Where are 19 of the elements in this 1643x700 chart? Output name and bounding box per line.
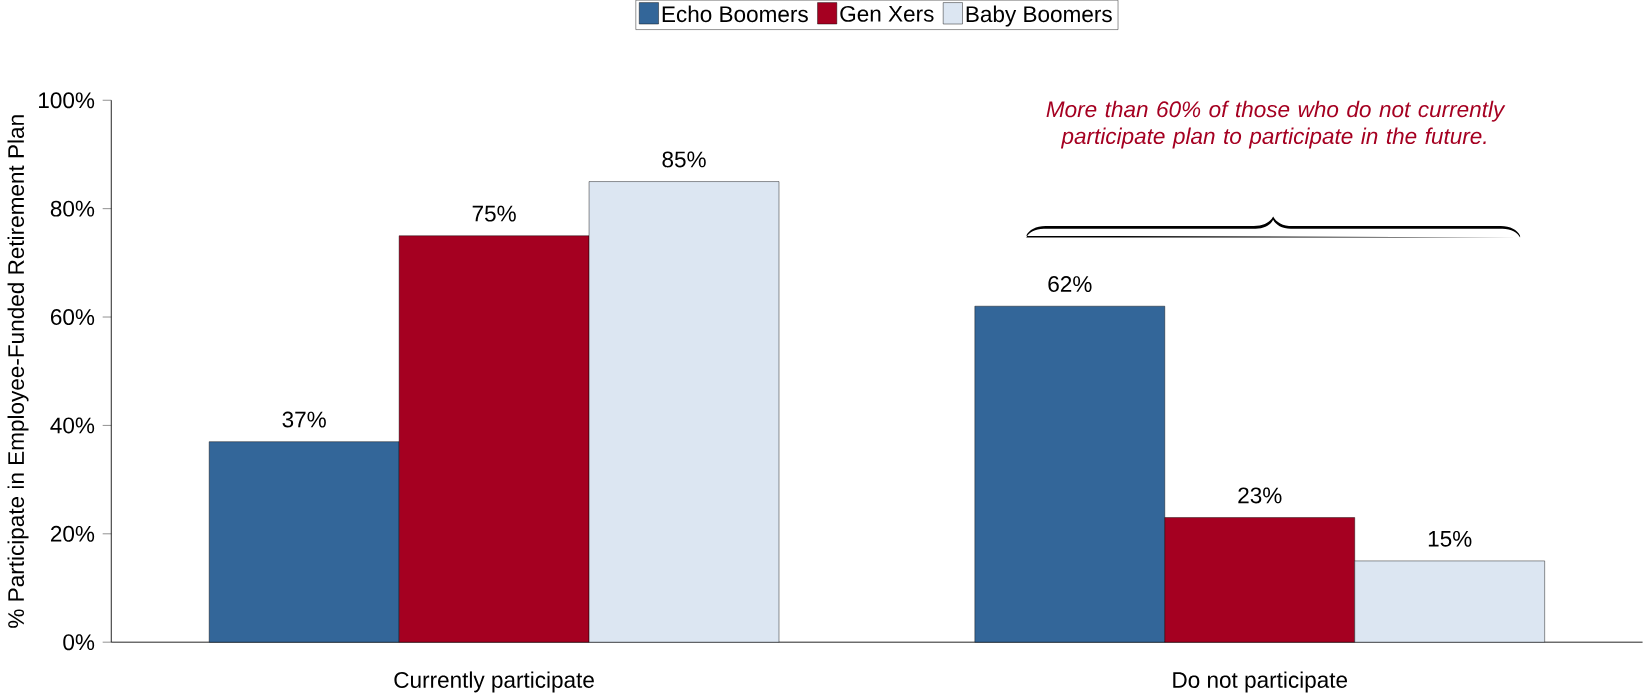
data-label: 75%	[472, 205, 516, 222]
y-tick-label: 100%	[39, 92, 95, 109]
y-tick-label: 20%	[50, 525, 95, 542]
data-label: 15%	[1428, 530, 1472, 547]
y-tick-label: 40%	[50, 417, 95, 434]
data-label: 23%	[1238, 487, 1282, 504]
y-tick-label: 0%	[63, 634, 95, 651]
y-tick-label: 60%	[51, 309, 95, 326]
y-tick-label: 80%	[50, 200, 95, 217]
data-label: 85%	[662, 151, 706, 168]
data-label: 62%	[1048, 276, 1092, 293]
legend-label: Gen Xers	[840, 5, 934, 22]
y-axis-title: % Participate in Employee-Funded Retirement Plan	[7, 115, 29, 628]
legend-label: Echo Boomers	[662, 5, 808, 23]
data-label: 37%	[282, 411, 326, 428]
legend-label: Baby Boomers	[966, 5, 1112, 27]
x-tick-label: Currently participate	[394, 671, 594, 693]
x-tick-label: Do not participate	[1173, 671, 1348, 693]
annotation: More than 60% of those who do not currently participate plan to participate in the future.	[1046, 100, 1506, 149]
